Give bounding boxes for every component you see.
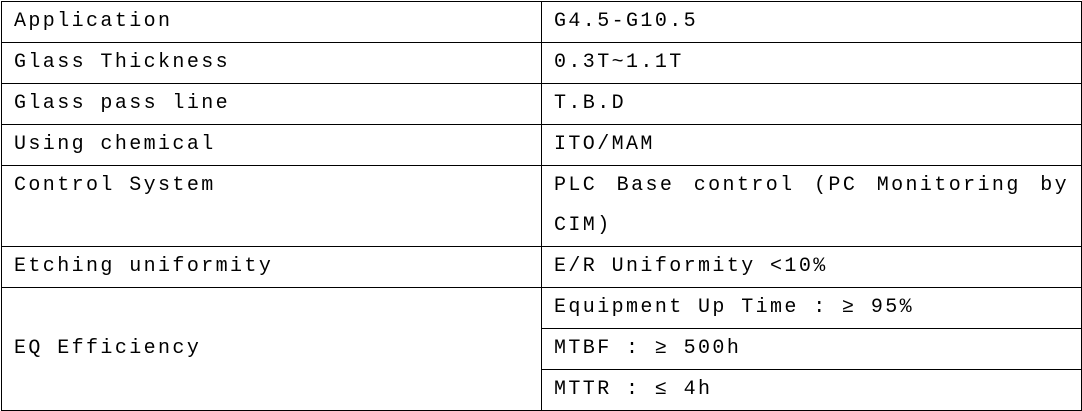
- table-row: MTTR : ≤ 4h: [2, 369, 1082, 411]
- spec-label: Glass pass line: [1, 83, 542, 125]
- table-row: MTBF : ≥ 500h: [2, 328, 1082, 370]
- spec-value: T.B.D: [541, 83, 1082, 125]
- table-row: Control System PLC Base control (PC Moni…: [1, 165, 1082, 247]
- spec-label: Etching uniformity: [1, 246, 542, 288]
- spec-value: MTTR : ≤ 4h: [541, 369, 1082, 411]
- table-row: EQ Efficiency Equipment Up Time : ≥ 95%: [1, 287, 1082, 411]
- spec-value: E/R Uniformity <10%: [541, 246, 1082, 288]
- spec-label: Glass Thickness: [1, 42, 542, 84]
- table-row: Glass Thickness 0.3T~1.1T: [1, 42, 1082, 84]
- table-row: Application G4.5-G10.5: [1, 1, 1082, 43]
- spec-value: 0.3T~1.1T: [541, 42, 1082, 84]
- spec-value: Equipment Up Time : ≥ 95%: [541, 287, 1082, 329]
- spec-value: G4.5-G10.5: [541, 1, 1082, 43]
- spec-value: PLC Base control (PC Monitoring by CIM): [541, 165, 1082, 247]
- spec-label: Control System: [1, 165, 542, 247]
- table-row: Using chemical ITO/MAM: [1, 124, 1082, 166]
- table-row: Etching uniformity E/R Uniformity <10%: [1, 246, 1082, 288]
- spec-label: Using chemical: [1, 124, 542, 166]
- spec-label: EQ Efficiency: [1, 287, 542, 411]
- table-row: Glass pass line T.B.D: [1, 83, 1082, 125]
- spec-label: Application: [1, 1, 542, 43]
- spec-value: ITO/MAM: [541, 124, 1082, 166]
- spec-value: MTBF : ≥ 500h: [541, 328, 1082, 370]
